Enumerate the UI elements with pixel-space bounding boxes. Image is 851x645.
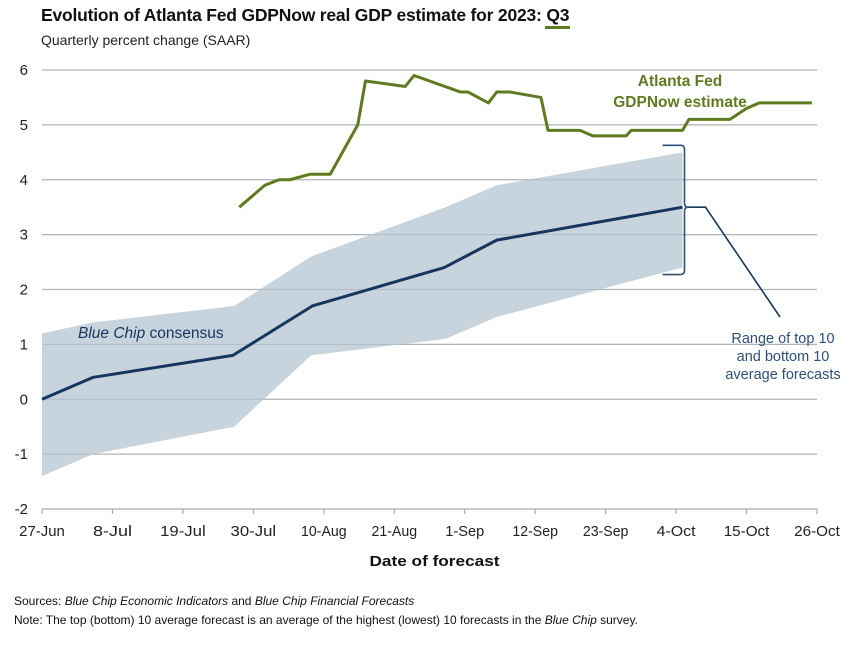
note-text: The top (bottom) 10 average forecast is … — [42, 613, 545, 627]
sources-conjunction: and — [228, 594, 255, 608]
x-axis-title: Date of forecast — [370, 553, 500, 570]
x-tick-label: 1-Sep — [445, 524, 484, 540]
source-1: Blue Chip Economic Indicators — [64, 594, 229, 608]
y-tick-label: 4 — [20, 172, 28, 189]
y-tick-label: 0 — [20, 391, 28, 408]
x-tick-label: 12-Sep — [512, 524, 558, 540]
bluechip-label-italic: Blue Chip — [78, 325, 146, 342]
y-tick-label: 3 — [20, 227, 28, 244]
forecast-range-band — [42, 152, 683, 477]
sources-note: Sources: Blue Chip Economic Indicators a… — [14, 594, 414, 608]
range-label-line: Range of top 10 — [731, 331, 834, 347]
gdpnow-label-line: Atlanta Fed — [638, 73, 722, 90]
quarter-selector[interactable]: Q3 — [546, 5, 570, 25]
x-tick-label: 15-Oct — [724, 524, 770, 540]
y-tick-label: -2 — [15, 501, 28, 518]
x-tick-label: 4-Oct — [657, 524, 696, 540]
note-italic: Blue Chip — [544, 613, 597, 627]
x-tick-label: 21-Aug — [371, 524, 417, 540]
gdpnow-line — [238, 73, 812, 209]
x-tick-label: 30-Jul — [231, 524, 277, 540]
footnote: Note: The top (bottom) 10 average foreca… — [14, 613, 638, 627]
x-tick-label: 26-Oct — [794, 524, 840, 540]
note-label: Note: — [14, 613, 43, 627]
y-tick-label: -1 — [15, 446, 28, 463]
note-text-end: survey. — [596, 613, 638, 627]
gdpnow-label-line: GDPNow estimate — [613, 94, 747, 111]
x-tick-label: 23-Sep — [583, 524, 629, 540]
chart-title: Evolution of Atlanta Fed GDPNow real GDP… — [41, 5, 569, 26]
range-label-line: and bottom 10 — [737, 349, 830, 365]
range-leader-line — [688, 206, 781, 318]
gdpnow-label: Atlanta Fed GDPNow estimate — [613, 73, 747, 111]
x-tick-label: 10-Aug — [301, 524, 347, 540]
chart-subtitle: Quarterly percent change (SAAR) — [41, 32, 251, 48]
range-label-line: average forecasts — [725, 367, 840, 383]
x-tick-label: 19-Jul — [160, 524, 206, 540]
y-tick-label: 1 — [20, 336, 28, 353]
bluechip-consensus-line — [41, 205, 683, 401]
x-tick-label: 8-Jul — [93, 524, 132, 540]
source-2: Blue Chip Financial Forecasts — [254, 594, 415, 608]
range-label: Range of top 10 and bottom 10 average fore… — [725, 331, 840, 383]
chart-title-text: Evolution of Atlanta Fed GDPNow real GDP… — [41, 5, 547, 25]
bluechip-label-rest: consensus — [145, 325, 224, 342]
y-tick-label: 2 — [20, 282, 28, 299]
x-tick-label: 27-Jun — [19, 524, 65, 540]
y-tick-label: 6 — [20, 62, 28, 79]
bluechip-label: Blue Chip consensus — [78, 325, 224, 342]
sources-label: Sources: — [14, 594, 62, 608]
y-tick-label: 5 — [20, 117, 28, 134]
